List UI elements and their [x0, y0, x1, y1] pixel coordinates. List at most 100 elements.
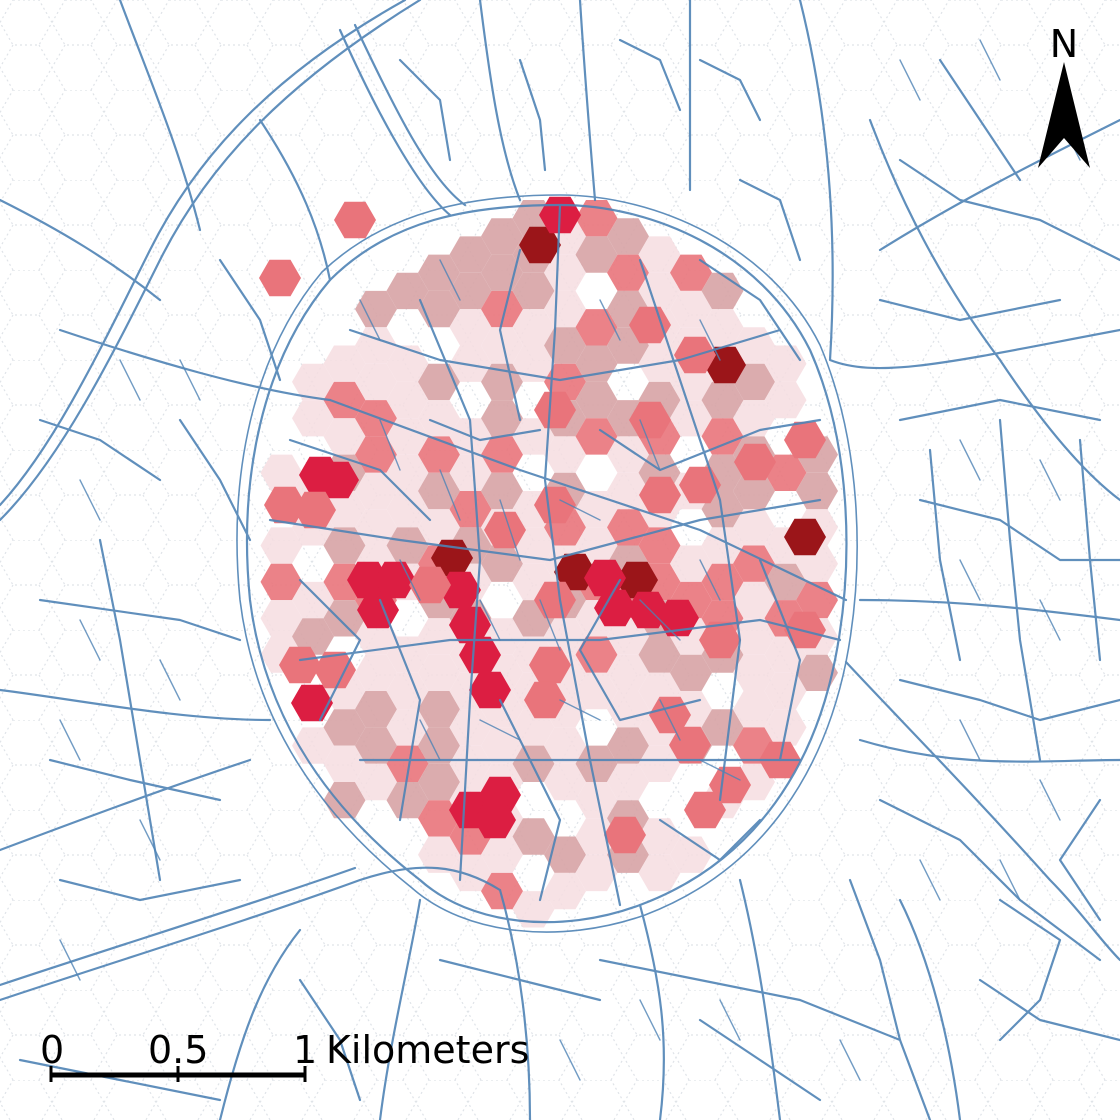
density-hex — [575, 854, 618, 892]
density-hex-hotspot — [291, 684, 333, 722]
density-hex — [449, 454, 492, 491]
density-hex — [355, 654, 397, 691]
density-hex-hotspot — [474, 801, 516, 839]
density-hex-hotspot — [534, 391, 576, 429]
scale-tick-label-0-5: 0.5 — [148, 1028, 209, 1072]
density-hex — [575, 309, 618, 346]
density-hex — [544, 618, 586, 655]
density-hex-hotspot — [554, 553, 596, 591]
density-hex — [418, 254, 460, 291]
density-hex — [701, 709, 744, 746]
density-hex — [355, 727, 397, 764]
density-hex — [481, 400, 523, 437]
density-hex — [701, 309, 744, 346]
density-hex — [386, 527, 429, 564]
density-hex-hotspot — [314, 651, 356, 689]
density-hex — [512, 891, 555, 928]
density-hex — [355, 472, 397, 510]
density-hex — [733, 363, 775, 401]
density-hex — [418, 691, 460, 728]
density-hex — [481, 836, 523, 873]
density-hex-hotspot — [409, 566, 451, 604]
density-hex — [418, 436, 460, 473]
density-hex — [323, 600, 366, 637]
density-hex — [575, 236, 618, 273]
density-hex-hotspot — [684, 791, 726, 829]
density-hex — [449, 345, 492, 382]
density-hex-hotspot — [519, 226, 561, 264]
density-hex — [386, 418, 429, 455]
density-hex — [512, 709, 555, 746]
density-hex — [355, 290, 397, 328]
density-hex — [481, 327, 523, 364]
density-hex — [733, 509, 775, 546]
density-hex — [418, 763, 460, 801]
density-hex — [544, 254, 586, 291]
density-hex — [481, 472, 523, 510]
density-hex-hotspot — [629, 401, 671, 439]
ring-road — [245, 203, 848, 924]
density-hex — [607, 472, 649, 510]
density-hex — [449, 745, 492, 782]
density-hex — [670, 400, 712, 437]
density-hex — [607, 727, 649, 764]
density-hex — [386, 381, 429, 419]
density-hex — [481, 872, 523, 910]
density-hex — [607, 254, 649, 291]
density-hex — [355, 763, 397, 801]
density-hex — [292, 400, 334, 437]
density-hex-hotspot — [679, 466, 721, 504]
density-hex — [449, 236, 492, 273]
density-hex — [638, 854, 681, 892]
scale-tick-label-0: 0 — [40, 1028, 65, 1072]
scale-tick-label-1: 1 — [293, 1028, 318, 1072]
density-hex-hotspot — [669, 726, 711, 764]
density-hex — [575, 418, 618, 455]
density-hex — [670, 545, 712, 582]
density-hex — [796, 654, 838, 691]
density-hex — [355, 436, 397, 473]
density-hex — [670, 254, 712, 291]
density-hex — [386, 636, 429, 673]
density-hex-hotspot — [616, 561, 658, 599]
density-hex — [260, 563, 303, 601]
density-hex-hotspot — [334, 201, 376, 239]
density-hex — [386, 272, 429, 310]
density-hex — [260, 527, 303, 564]
density-hex-hotspot — [439, 571, 481, 609]
density-hex — [607, 763, 649, 801]
density-hex — [764, 563, 807, 601]
density-hex — [512, 527, 555, 564]
density-hex-hotspot — [459, 636, 501, 674]
density-hex — [701, 381, 744, 419]
density-hex — [575, 745, 618, 782]
density-hex — [607, 218, 649, 255]
density-hex-hotspot — [264, 486, 306, 524]
density-hex — [544, 872, 586, 910]
density-hex — [418, 836, 460, 873]
density-hex — [386, 782, 429, 819]
density-hex — [544, 363, 586, 401]
density-hex — [386, 745, 429, 782]
density-hex-hotspot — [784, 518, 826, 556]
density-hex — [323, 709, 366, 746]
density-hex — [260, 454, 303, 491]
density-hex — [355, 327, 397, 364]
density-hex-hotspot — [534, 486, 576, 524]
density-hex — [512, 272, 555, 310]
density-hex — [355, 509, 397, 546]
density-hex — [607, 436, 649, 473]
density-hex — [670, 654, 712, 691]
density-hex — [607, 691, 649, 728]
density-hex — [796, 472, 838, 510]
density-hex — [512, 818, 555, 855]
density-hex-hotspot — [709, 766, 751, 804]
density-hex-hotspot — [534, 581, 576, 619]
density-hex-hotspot — [529, 646, 571, 684]
density-hex — [292, 727, 334, 764]
density-hex — [575, 672, 618, 710]
density-hex — [418, 654, 460, 691]
